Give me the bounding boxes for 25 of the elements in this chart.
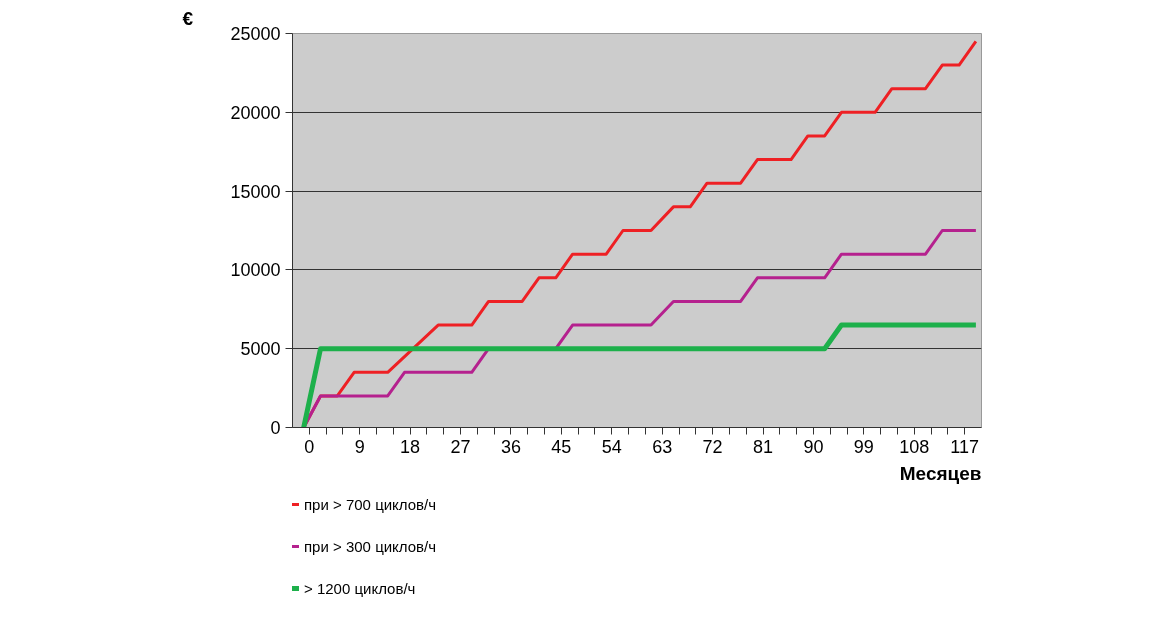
x-tick-label: 18 — [400, 436, 421, 457]
y-tick-label: 15000 — [230, 181, 281, 202]
x-tick-label: 45 — [551, 436, 572, 457]
y-tick-label: 5000 — [240, 339, 281, 360]
x-tick-label: 99 — [853, 436, 874, 457]
y-tick-label: 25000 — [230, 24, 281, 44]
x-tick-label: 81 — [753, 436, 774, 457]
x-axis-title: Месяцев — [899, 462, 982, 484]
x-tick-label: 54 — [601, 436, 622, 457]
x-tick-label: 90 — [803, 436, 824, 457]
y-axis-title: € — [182, 7, 194, 29]
legend-label: при > 700 циклов/ч — [304, 495, 437, 513]
x-tick-label: 72 — [702, 436, 723, 457]
y-tick-label: 10000 — [230, 260, 281, 281]
x-tick-label: 63 — [652, 436, 673, 457]
x-tick-label: 9 — [354, 436, 365, 457]
y-tick-label: 0 — [270, 418, 281, 438]
x-tick-label: 0 — [304, 436, 315, 457]
x-tick-label: 117 — [950, 436, 980, 457]
x-tick-label: 108 — [899, 436, 930, 457]
legend-label: > 1200 циклов/ч — [304, 579, 416, 597]
x-tick-label: 27 — [450, 436, 471, 457]
x-tick-label: 36 — [500, 436, 521, 457]
legend-label: при > 300 циклов/ч — [304, 537, 437, 555]
y-tick-label: 20000 — [230, 102, 281, 123]
